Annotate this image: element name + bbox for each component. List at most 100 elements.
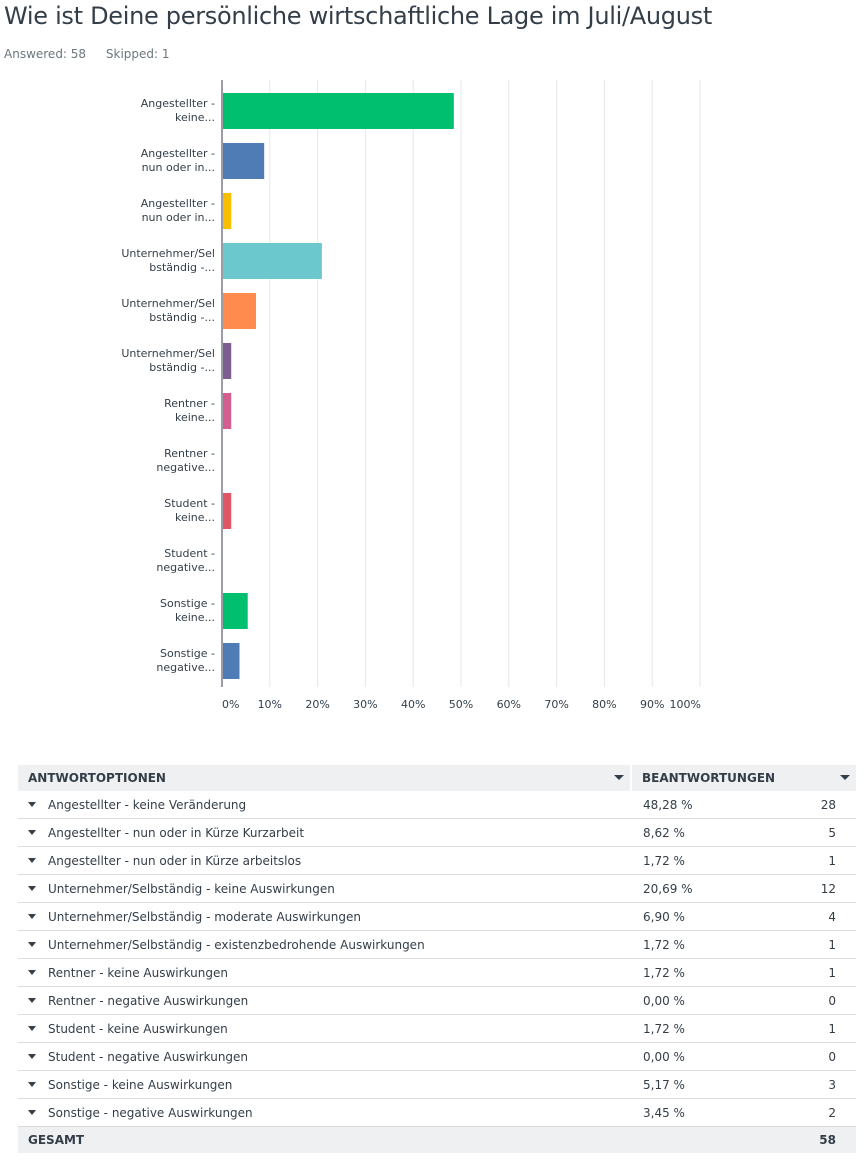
expand-caret-icon[interactable] [28, 886, 36, 891]
x-tick-label: 100% [670, 698, 701, 711]
expand-caret-icon[interactable] [28, 1026, 36, 1031]
category-label: negative... [156, 661, 215, 674]
table-row[interactable]: Angestellter - keine Veränderung 48,28 % 2… [18, 791, 856, 819]
answer-option-cell[interactable]: Unternehmer/Selbständig - keine Auswirku… [18, 874, 631, 903]
category-label: keine... [175, 511, 215, 524]
category-label: Sonstige - [160, 597, 215, 610]
table-row[interactable]: Student - negative Auswirkungen 0,00 % 0 [18, 1042, 856, 1071]
category-label: Angestellter - [141, 197, 215, 210]
bar[interactable] [223, 93, 454, 129]
expand-caret-icon[interactable] [28, 998, 36, 1003]
total-label: GESAMT [18, 1126, 631, 1153]
answer-option-cell[interactable]: Sonstige - keine Auswirkungen [18, 1070, 631, 1099]
column-header-options[interactable]: ANTWORTOPTIONEN [18, 765, 631, 791]
x-tick-label: 40% [401, 698, 425, 711]
answer-option-label: Student - keine Auswirkungen [48, 1021, 228, 1036]
response-percent: 0,00 % [631, 986, 803, 1015]
response-count: 28 [803, 791, 856, 819]
response-percent: 48,28 % [631, 791, 803, 819]
table-row[interactable]: Student - keine Auswirkungen 1,72 % 1 [18, 1014, 856, 1043]
answer-option-cell[interactable]: Student - negative Auswirkungen [18, 1042, 631, 1071]
sort-caret-icon[interactable] [840, 775, 850, 780]
expand-caret-icon[interactable] [28, 1054, 36, 1059]
response-count: 0 [803, 1042, 856, 1071]
table-row[interactable]: Unternehmer/Selbständig - keine Auswirku… [18, 874, 856, 903]
answer-option-label: Unternehmer/Selbständig - existenzbedroh… [48, 937, 425, 952]
response-percent: 1,72 % [631, 930, 803, 959]
bar[interactable] [223, 243, 322, 279]
table-row[interactable]: Rentner - keine Auswirkungen 1,72 % 1 [18, 958, 856, 987]
response-count: 4 [803, 902, 856, 931]
response-count: 2 [803, 1098, 856, 1127]
table-row[interactable]: Angestellter - nun oder in Kürze Kurzarb… [18, 818, 856, 847]
response-percent: 3,45 % [631, 1098, 803, 1127]
bar[interactable] [223, 393, 232, 429]
response-percent: 20,69 % [631, 874, 803, 903]
category-label: Unternehmer/Sel [121, 247, 215, 260]
answer-option-cell[interactable]: Student - keine Auswirkungen [18, 1014, 631, 1043]
category-label: bständig -... [149, 361, 215, 374]
table-row[interactable]: Sonstige - negative Auswirkungen 3,45 % 2 [18, 1098, 856, 1127]
response-count: 0 [803, 986, 856, 1015]
category-label: bständig -... [149, 311, 215, 324]
bar[interactable] [223, 643, 240, 679]
answer-option-label: Unternehmer/Selbständig - moderate Auswi… [48, 909, 362, 924]
answer-option-cell[interactable]: Rentner - negative Auswirkungen [18, 986, 631, 1015]
expand-caret-icon[interactable] [28, 914, 36, 919]
response-count: 1 [803, 1014, 856, 1043]
expand-caret-icon[interactable] [28, 858, 36, 863]
bar[interactable] [223, 593, 248, 629]
table-row[interactable]: Angestellter - nun oder in Kürze arbeits… [18, 846, 856, 875]
table-row[interactable]: Unternehmer/Selbständig - moderate Auswi… [18, 902, 856, 931]
category-label: nun oder in... [142, 161, 215, 174]
results-table: ANTWORTOPTIONEN BEANTWORTUNGEN Angestell… [18, 765, 856, 1153]
category-label: negative... [156, 461, 215, 474]
answer-option-label: Sonstige - negative Auswirkungen [48, 1105, 253, 1120]
answered-count: Answered: 58 [4, 47, 87, 61]
response-percent: 1,72 % [631, 846, 803, 875]
answer-option-cell[interactable]: Unternehmer/Selbständig - moderate Auswi… [18, 902, 631, 931]
table-row[interactable]: Unternehmer/Selbständig - existenzbedroh… [18, 930, 856, 959]
answer-option-label: Angestellter - nun oder in Kürze Kurzarb… [48, 825, 305, 840]
answer-option-label: Angestellter - nun oder in Kürze arbeits… [48, 853, 302, 868]
expand-caret-icon[interactable] [28, 942, 36, 947]
category-label: Rentner - [164, 397, 215, 410]
expand-caret-icon[interactable] [28, 1082, 36, 1087]
category-label: Angestellter - [141, 97, 215, 110]
answer-option-cell[interactable]: Angestellter - nun oder in Kürze arbeits… [18, 846, 631, 875]
response-count: 1 [803, 958, 856, 987]
response-count: 12 [803, 874, 856, 903]
expand-caret-icon[interactable] [28, 802, 36, 807]
bar[interactable] [223, 193, 232, 229]
answer-option-label: Sonstige - keine Auswirkungen [48, 1077, 233, 1092]
answer-option-cell[interactable]: Angestellter - keine Veränderung [18, 791, 631, 819]
category-label: Unternehmer/Sel [121, 347, 215, 360]
answer-option-label: Angestellter - keine Veränderung [48, 797, 247, 812]
answer-option-cell[interactable]: Sonstige - negative Auswirkungen [18, 1098, 631, 1127]
response-count: 1 [803, 930, 856, 959]
bar[interactable] [223, 493, 232, 529]
category-label: Student - [164, 547, 215, 560]
response-count: 5 [803, 818, 856, 847]
bar[interactable] [223, 143, 265, 179]
expand-caret-icon[interactable] [28, 970, 36, 975]
x-tick-label: 60% [497, 698, 521, 711]
answer-option-cell[interactable]: Angestellter - nun oder in Kürze Kurzarb… [18, 818, 631, 847]
table-header-row: ANTWORTOPTIONEN BEANTWORTUNGEN [18, 765, 856, 791]
answer-option-label: Rentner - negative Auswirkungen [48, 993, 249, 1008]
category-label: keine... [175, 111, 215, 124]
answer-option-cell[interactable]: Unternehmer/Selbständig - existenzbedroh… [18, 930, 631, 959]
table-row[interactable]: Rentner - negative Auswirkungen 0,00 % 0 [18, 986, 856, 1015]
column-header-responses[interactable]: BEANTWORTUNGEN [630, 765, 856, 791]
response-stats: Answered: 58 Skipped: 1 [4, 47, 186, 61]
expand-caret-icon[interactable] [28, 1110, 36, 1115]
table-row[interactable]: Sonstige - keine Auswirkungen 5,17 % 3 [18, 1070, 856, 1099]
category-label: Angestellter - [141, 147, 215, 160]
bar[interactable] [223, 293, 256, 329]
bar[interactable] [223, 343, 232, 379]
total-count: 58 [803, 1126, 856, 1153]
answer-option-cell[interactable]: Rentner - keine Auswirkungen [18, 958, 631, 987]
expand-caret-icon[interactable] [28, 830, 36, 835]
category-label: negative... [156, 561, 215, 574]
sort-caret-icon[interactable] [614, 775, 624, 780]
